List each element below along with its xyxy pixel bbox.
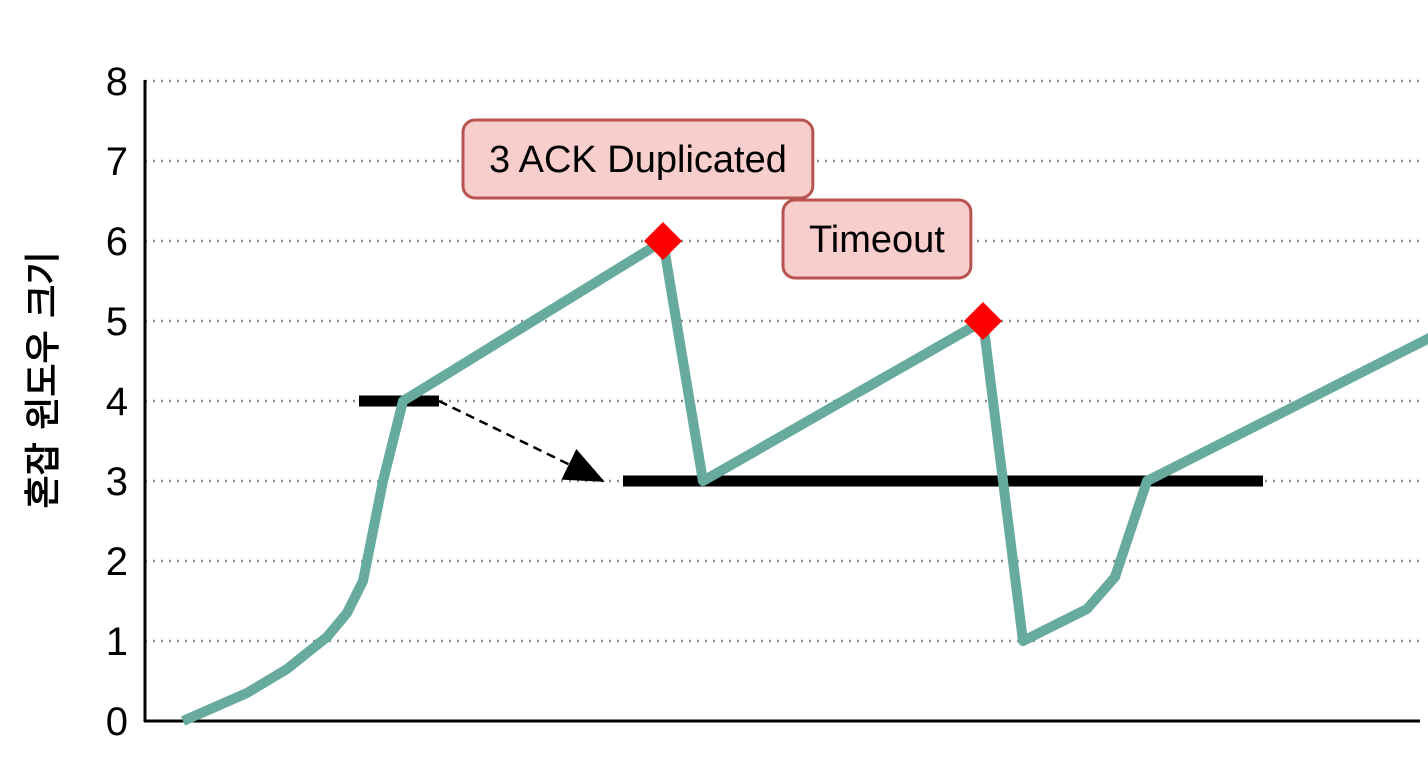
y-tick-label-0: 0 [106, 700, 128, 744]
series [180, 236, 1428, 726]
y-tick-label-4: 4 [106, 380, 128, 424]
y-tick-label-7: 7 [106, 140, 128, 184]
y-tick-label-1: 1 [106, 620, 128, 664]
threshold-lines [359, 395, 1263, 487]
axes [143, 80, 1420, 723]
series-line-1 [180, 236, 1428, 726]
y-tick-label-3: 3 [106, 460, 128, 504]
annotation-box-2 [781, 198, 973, 280]
y-tick-label-6: 6 [106, 220, 128, 264]
y-tick-label-5: 5 [106, 300, 128, 344]
y-tick-label-8: 8 [106, 60, 128, 104]
annotations: 3 ACK Duplicated Timeout [461, 118, 973, 280]
y-tick-labels: 0 1 2 3 4 5 6 7 8 [106, 60, 128, 744]
annotation-label-1: 3 ACK Duplicated [489, 139, 787, 181]
annotation-box-1 [461, 118, 815, 200]
event-marker-1 [644, 222, 682, 260]
event-marker-2 [964, 302, 1002, 340]
y-tick-label-2: 2 [106, 540, 128, 584]
annotation-label-2: Timeout [809, 219, 945, 261]
event-markers [644, 222, 1002, 340]
threshold-arrow [438, 399, 605, 483]
